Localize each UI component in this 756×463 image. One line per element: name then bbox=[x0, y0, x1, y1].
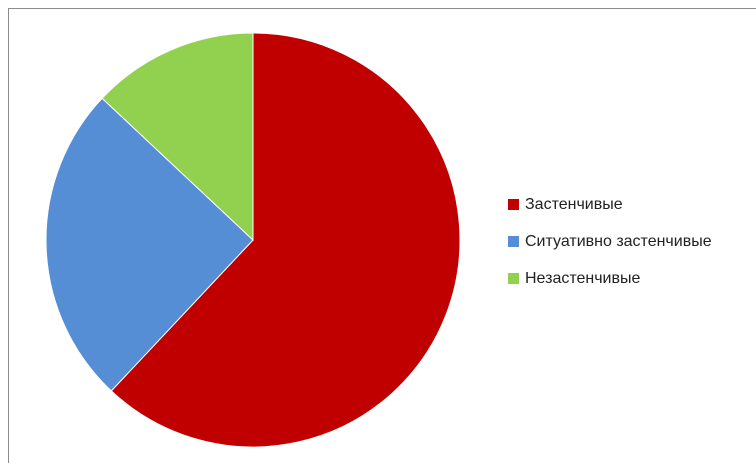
legend-item-shy: Застенчивые bbox=[508, 186, 756, 223]
legend: Застенчивые Ситуативно застенчивые Незас… bbox=[508, 186, 756, 297]
legend-swatch-situationally-shy bbox=[508, 236, 519, 247]
pie-slices bbox=[45, 32, 461, 448]
pie-slice-not-shy bbox=[101, 32, 254, 242]
legend-item-situationally-shy: Ситуативно застенчивые bbox=[508, 223, 756, 260]
pie-slice-situationally-shy bbox=[45, 97, 254, 392]
legend-item-not-shy: Незастенчивые bbox=[508, 260, 756, 297]
legend-swatch-not-shy bbox=[508, 273, 519, 284]
legend-label-not-shy: Незастенчивые bbox=[525, 269, 641, 287]
legend-swatch-shy bbox=[508, 199, 519, 210]
legend-label-shy: Застенчивые bbox=[525, 195, 623, 213]
pie-slice-shy bbox=[110, 32, 461, 448]
legend-label-situationally-shy: Ситуативно застенчивые bbox=[525, 232, 712, 250]
